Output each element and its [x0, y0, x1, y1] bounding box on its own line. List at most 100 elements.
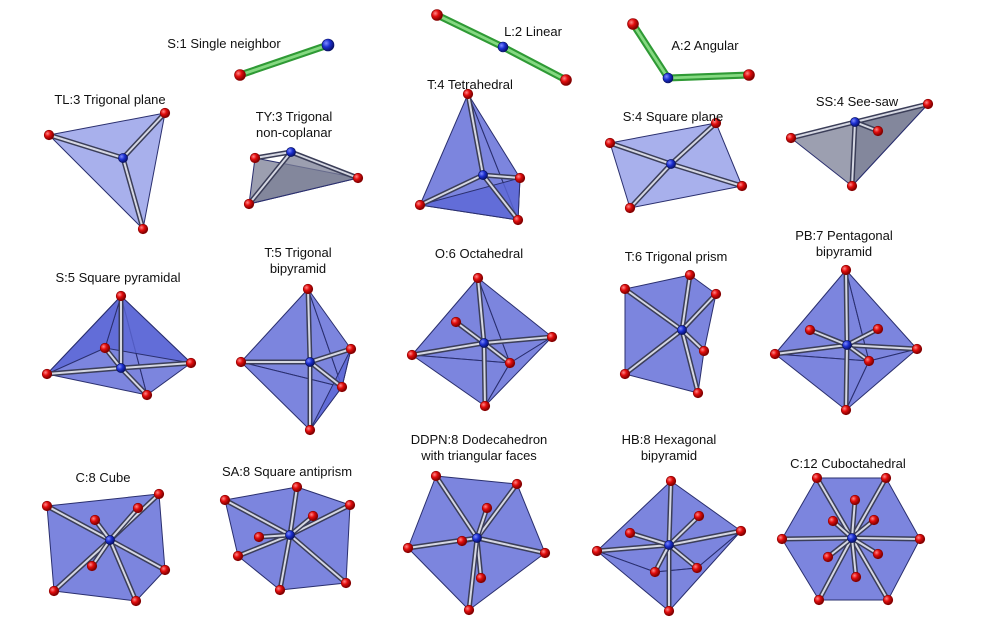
ligand-atom: [414, 199, 426, 211]
geometry-label: TY:3 Trigonal non-coplanar: [256, 109, 333, 140]
bonds: [622, 272, 719, 396]
polyhedron-face: [596, 530, 742, 612]
polyhedron-face: [624, 274, 717, 394]
ligand-atom: [153, 488, 165, 500]
polyhedron-face: [845, 269, 918, 362]
bonds: [772, 267, 920, 413]
geometry-s1: S:1 Single neighbor: [167, 36, 335, 81]
ligand-atom: [539, 547, 551, 559]
geometry-label: C:8 Cube: [76, 470, 131, 485]
ligand-atom: [691, 562, 703, 574]
ligand-atom: [512, 214, 524, 226]
ligand-atom: [291, 481, 303, 493]
ligand-atom: [692, 387, 704, 399]
polyhedron-face: [407, 475, 546, 611]
bonds: [238, 286, 354, 433]
central-atom: [479, 338, 489, 348]
central-atom: [677, 325, 687, 335]
bonds: [236, 41, 332, 79]
geometry-label-line: T:5 Trigonal: [264, 245, 331, 260]
ligand-atom: [511, 478, 523, 490]
geometry-label: TL:3 Trigonal plane: [54, 92, 165, 107]
ligand-atom: [43, 129, 55, 141]
geometry-label-line: O:6 Octahedral: [435, 246, 523, 261]
geometry-label: S:4 Square plane: [623, 109, 723, 124]
geometry-label: SA:8 Square antiprism: [222, 464, 352, 479]
bonds: [44, 293, 194, 398]
ligand-atom: [463, 604, 475, 616]
ligand-atom: [624, 527, 636, 539]
polyhedron-face: [845, 348, 918, 411]
geometry-label-line: with triangular faces: [420, 448, 537, 463]
bonds: [788, 101, 931, 189]
geometry-label-line: HB:8 Hexagonal: [622, 432, 717, 447]
geometry-c12: C:12 Cuboctahedral: [776, 456, 926, 606]
polyhedron-face: [46, 295, 148, 396]
polyhedron-face: [240, 361, 343, 431]
polyhedron-face: [774, 269, 870, 362]
central-atom: [286, 147, 296, 157]
ligand-atom: [804, 324, 816, 336]
bonds: [44, 491, 168, 604]
polyhedron-face: [419, 177, 521, 221]
central-atom: [847, 533, 857, 543]
ligand-atom: [41, 368, 53, 380]
polyhedron-face: [48, 112, 166, 230]
ligand-atom: [627, 18, 639, 30]
ligand-atom: [219, 494, 231, 506]
geometry-label-line: PB:7 Pentagonal: [795, 228, 893, 243]
geometry-label-line: non-coplanar: [256, 125, 333, 140]
ligand-atom: [591, 545, 603, 557]
geometry-label: SS:4 See-saw: [816, 94, 899, 109]
ligand-atom: [846, 180, 858, 192]
ligand-atom: [274, 584, 286, 596]
ligand-atom: [86, 560, 98, 572]
ligand-atom: [89, 514, 101, 526]
geometry-label: O:6 Octahedral: [435, 246, 523, 261]
ligand-atom: [430, 470, 442, 482]
geometry-label: HB:8 Hexagonal bipyramid: [622, 432, 717, 463]
ligand-atom: [304, 424, 316, 436]
central-atom: [664, 540, 674, 550]
ligand-atom: [663, 605, 675, 617]
geometry-label-line: S:5 Square pyramidal: [55, 270, 180, 285]
geometry-s5: S:5 Square pyramidal: [41, 270, 197, 401]
ligand-atom: [352, 172, 364, 184]
bonds: [433, 11, 570, 84]
geometry-label: C:12 Cuboctahedral: [790, 456, 906, 471]
ligand-atom: [911, 343, 923, 355]
ligand-atom: [624, 202, 636, 214]
central-atom: [842, 340, 852, 350]
ligand-atom: [504, 357, 516, 369]
ligand-atom: [735, 525, 747, 537]
geometry-label-line: SS:4 See-saw: [816, 94, 899, 109]
polyhedron-face: [781, 477, 921, 601]
geometry-label-line: S:1 Single neighbor: [167, 36, 281, 51]
geometry-label-line: L:2 Linear: [504, 24, 562, 39]
ligand-atom: [159, 107, 171, 119]
geometry-label-line: TL:3 Trigonal plane: [54, 92, 165, 107]
ligand-atom: [769, 348, 781, 360]
geometry-sa8: SA:8 Square antiprism: [219, 464, 356, 596]
geometry-l2: L:2 Linear: [431, 9, 572, 86]
ligand-atom: [868, 514, 880, 526]
polyhedron-face: [411, 277, 511, 364]
ligand-atom: [307, 510, 319, 522]
polyhedron-face: [467, 93, 521, 221]
geometry-ddpn8: DDPN:8 Dodecahedron with triangular faces: [402, 432, 551, 616]
ligand-atom: [130, 595, 142, 607]
ligand-atom: [822, 551, 834, 563]
geometry-label: T:6 Trigonal prism: [625, 249, 728, 264]
ligand-atom: [604, 137, 616, 149]
central-atom: [666, 159, 676, 169]
polyhedron-face: [774, 353, 870, 411]
geometry-label-line: bipyramid: [270, 261, 326, 276]
geometry-tl3: TL:3 Trigonal plane: [43, 92, 171, 235]
ligand-atom: [813, 594, 825, 606]
geometry-c8: C:8 Cube: [41, 470, 171, 607]
geometry-ss4: SS:4 See-saw: [785, 94, 934, 192]
geometry-t5: T:5 Trigonal bipyramid: [235, 245, 357, 436]
geometry-label: T:4 Tetrahedral: [427, 77, 513, 92]
polyhedron-face: [120, 295, 192, 396]
geometry-label-line: T:6 Trigonal prism: [625, 249, 728, 264]
